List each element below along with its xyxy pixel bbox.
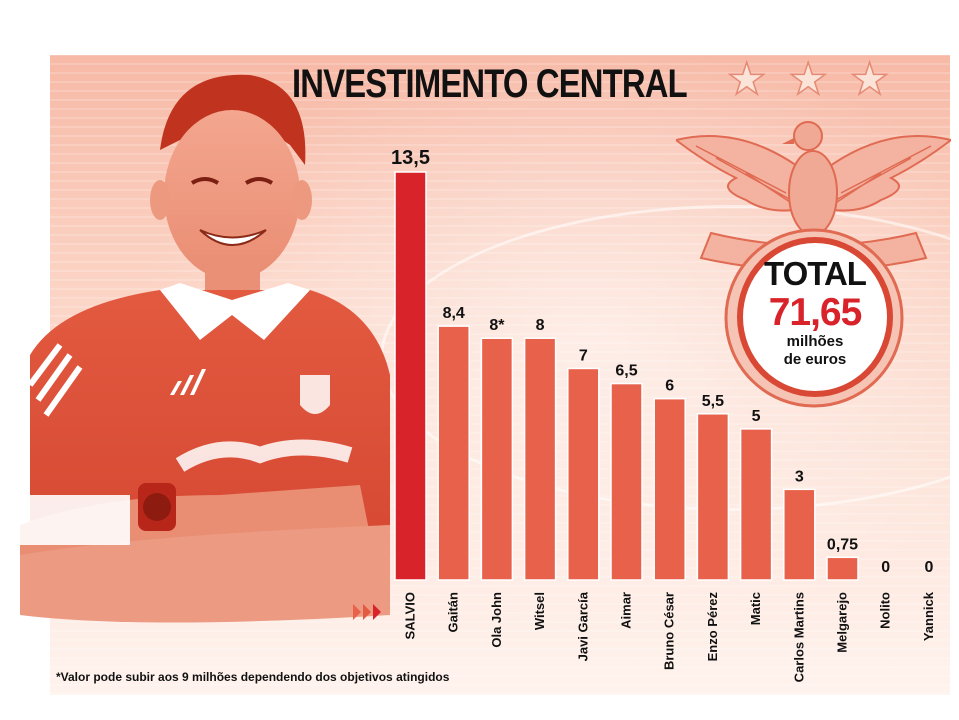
bar-10 — [826, 556, 859, 581]
category-label: Aimar — [619, 592, 634, 629]
category-label: Nolito — [878, 592, 893, 629]
total-value: 71,65 — [768, 291, 863, 334]
bar-value-label: 0 — [924, 559, 933, 576]
bar-1 — [437, 325, 470, 581]
bar-0 — [394, 171, 427, 581]
total-badge: TOTAL 71,65 milhões de euros — [737, 237, 893, 397]
bar-value-label: 5,5 — [702, 393, 724, 410]
star-icon: ★ — [726, 55, 767, 104]
bar-value-label: 8 — [536, 317, 545, 334]
bar-value-label: 13,5 — [391, 147, 430, 169]
bar-value-label: 5 — [752, 408, 761, 425]
bar-value-label: 0,75 — [827, 536, 858, 553]
chart-title: INVESTIMENTO CENTRAL — [292, 62, 688, 106]
category-label: Matic — [748, 592, 763, 625]
category-label: Enzo Pérez — [705, 592, 720, 662]
category-label: Ola John — [489, 592, 504, 648]
bar-value-label: 8* — [489, 317, 505, 334]
footnote: *Valor pode subir aos 9 milhões dependen… — [56, 670, 450, 684]
bar-4 — [567, 367, 600, 581]
bar-6 — [653, 397, 686, 581]
category-label: Javi García — [575, 591, 590, 661]
bar-3 — [523, 337, 557, 581]
bar-value-label: 6 — [665, 378, 674, 395]
bar-value-label: 6,5 — [615, 363, 637, 380]
bar-7 — [696, 413, 730, 581]
category-label: Melgarejo — [835, 592, 850, 653]
total-unit-line2: de euros — [783, 351, 847, 368]
bar-9 — [783, 488, 816, 581]
bar-value-label: 0 — [881, 559, 890, 576]
star-icon: ★ — [849, 55, 890, 104]
player-photo — [20, 74, 390, 623]
bar-8 — [739, 428, 773, 581]
bar-2 — [480, 337, 514, 581]
bar-value-label: 7 — [579, 347, 588, 364]
category-label: Carlos Martins — [791, 592, 806, 682]
bar-value-label: 3 — [795, 468, 804, 485]
category-label: Gaitán — [446, 592, 461, 633]
star-icon: ★ — [788, 55, 829, 104]
total-label: TOTAL — [764, 255, 867, 292]
total-unit-line1: milhões — [786, 333, 844, 350]
bar-value-label: 8,4 — [443, 305, 465, 322]
highlight-arrow-icon — [353, 604, 381, 620]
category-label: SALVIO — [403, 592, 418, 639]
category-label: Bruno César — [662, 592, 677, 670]
category-label: Yannick — [921, 591, 936, 641]
bar-5 — [610, 382, 643, 581]
category-label: Witsel — [532, 592, 547, 630]
rating-stars: ★ ★ ★ — [726, 55, 890, 104]
